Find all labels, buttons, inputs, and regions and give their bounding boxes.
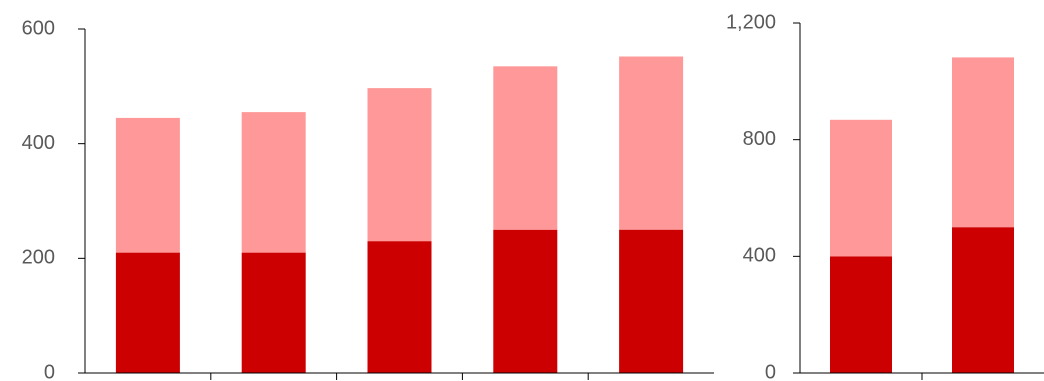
y-tick-label: 400 [22,132,55,154]
bar-c1-cat1-s0 [952,227,1014,373]
bar-c0-cat2-s1 [367,88,432,242]
bar-c0-cat4-s1 [619,56,684,230]
y-tick-label: 1,200 [726,11,776,33]
bar-c0-cat3-s1 [493,66,558,230]
bar-c1-cat1-s1 [952,57,1014,228]
bar-c0-cat1-s0 [241,252,306,373]
y-tick-label: 400 [743,245,776,267]
bar-c0-cat4-s0 [619,229,684,373]
bar-c0-cat1-s1 [241,112,306,253]
right-stacked-bar-chart: 0 400 800 1,200 [726,11,1044,381]
y-tick-label: 200 [22,247,55,269]
y-tick-label: 600 [22,17,55,39]
y-tick-label: 800 [743,128,776,150]
bar-c0-cat2-s0 [367,241,432,373]
y-tick-label: 0 [765,361,776,381]
y-tick-label: 0 [44,361,55,381]
bar-c0-cat3-s0 [493,229,558,373]
bar-c0-cat0-s0 [115,252,180,373]
bar-c1-cat0-s1 [830,119,892,257]
left-stacked-bar-chart: 0 200 400 600 [22,17,714,381]
bar-c0-cat0-s1 [115,117,180,253]
bar-c1-cat0-s0 [830,256,892,373]
